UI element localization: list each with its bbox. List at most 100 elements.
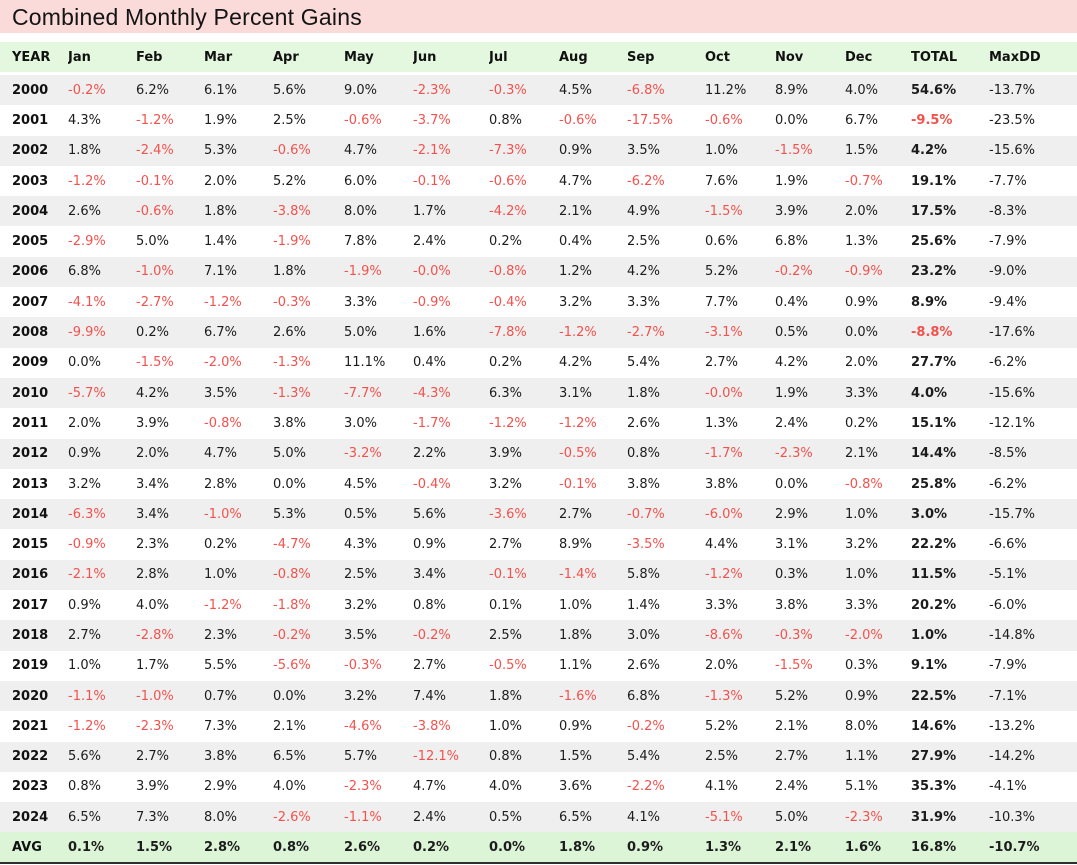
month-cell: -6.3%: [68, 499, 136, 530]
month-cell: 5.7%: [344, 741, 413, 772]
month-cell: 7.6%: [705, 165, 775, 197]
month-cell: 2.5%: [627, 226, 705, 257]
month-cell: 6.8%: [68, 256, 136, 288]
month-cell: -2.3%: [413, 73, 489, 106]
month-cell: 1.3%: [705, 832, 775, 863]
month-cell: 5.4%: [627, 347, 705, 378]
month-cell: -0.6%: [136, 196, 204, 227]
month-cell: 3.1%: [775, 529, 845, 560]
month-cell: -1.6%: [559, 680, 627, 712]
month-cell: 5.0%: [273, 438, 344, 469]
month-cell: -7.8%: [489, 317, 559, 348]
month-cell: -3.8%: [413, 711, 489, 742]
table-row: 2023 0.8% 3.9% 2.9% 4.0% -2.3% 4.7% 4.0% 3.6% -2.…: [0, 771, 1077, 803]
month-cell: -1.2%: [204, 287, 273, 318]
maxdd-cell: -7.9%: [989, 650, 1077, 681]
month-cell: 3.4%: [413, 559, 489, 591]
maxdd-cell: -7.1%: [989, 680, 1077, 712]
month-cell: 5.6%: [413, 499, 489, 530]
year-cell: 2022: [0, 741, 68, 772]
month-cell: 3.5%: [627, 135, 705, 166]
month-cell: 3.2%: [559, 287, 627, 318]
month-cell: 0.0%: [273, 468, 344, 500]
month-cell: 0.4%: [413, 347, 489, 378]
page-title-text: Combined Monthly Percent Gains: [12, 4, 362, 30]
month-cell: -4.6%: [344, 711, 413, 742]
month-cell: -0.6%: [559, 105, 627, 136]
month-cell: -7.3%: [489, 135, 559, 166]
maxdd-cell: -9.4%: [989, 287, 1077, 318]
total-cell: 4.2%: [911, 135, 989, 166]
month-cell: 6.2%: [136, 73, 204, 106]
table-body: 2000 -0.2% 6.2% 6.1% 5.6% 9.0% -2.3% -0.3% 4.5% -…: [0, 73, 1077, 863]
month-cell: 11.1%: [344, 347, 413, 378]
month-cell: 3.9%: [775, 196, 845, 227]
month-cell: 1.0%: [559, 590, 627, 621]
total-cell: 15.1%: [911, 408, 989, 439]
month-cell: 3.3%: [627, 287, 705, 318]
month-cell: 4.2%: [136, 377, 204, 409]
month-cell: 3.8%: [273, 408, 344, 439]
month-cell: -0.8%: [489, 256, 559, 288]
month-cell: 4.7%: [204, 438, 273, 469]
month-cell: 3.2%: [344, 590, 413, 621]
maxdd-cell: -15.7%: [989, 499, 1077, 530]
month-cell: 0.8%: [627, 438, 705, 469]
month-cell: 6.5%: [559, 802, 627, 833]
month-cell: -0.1%: [136, 165, 204, 197]
month-cell: 2.3%: [204, 620, 273, 651]
month-cell: 11.2%: [705, 73, 775, 106]
month-cell: 1.8%: [627, 377, 705, 409]
month-cell: 4.7%: [559, 165, 627, 197]
month-cell: 0.6%: [705, 226, 775, 257]
month-cell: -0.1%: [559, 468, 627, 500]
month-cell: 2.0%: [705, 650, 775, 681]
month-cell: -0.7%: [845, 165, 911, 197]
year-cell: 2005: [0, 226, 68, 257]
month-cell: 2.1%: [845, 438, 911, 469]
year-cell: 2021: [0, 711, 68, 742]
month-cell: 5.4%: [627, 741, 705, 772]
month-cell: -1.5%: [775, 650, 845, 681]
year-cell: 2009: [0, 347, 68, 378]
month-cell: -0.6%: [705, 105, 775, 136]
month-cell: 1.3%: [845, 226, 911, 257]
maxdd-cell: -15.6%: [989, 135, 1077, 166]
column-header: Dec: [845, 42, 911, 75]
month-cell: -0.5%: [489, 650, 559, 681]
month-cell: 8.9%: [775, 73, 845, 106]
month-cell: -6.0%: [705, 499, 775, 530]
month-cell: 1.1%: [845, 741, 911, 772]
month-cell: 4.1%: [705, 771, 775, 803]
table-row: 2013 3.2% 3.4% 2.8% 0.0% 4.5% -0.4% 3.2% -0.1% 3.…: [0, 468, 1077, 500]
table-row: 2005 -2.9% 5.0% 1.4% -1.9% 7.8% 2.4% 0.2% 0.4% 2.…: [0, 226, 1077, 257]
month-cell: -2.0%: [845, 620, 911, 651]
month-cell: 6.1%: [204, 73, 273, 106]
month-cell: 1.4%: [627, 590, 705, 621]
month-cell: 5.0%: [775, 802, 845, 833]
month-cell: 0.0%: [489, 832, 559, 863]
month-cell: -2.8%: [136, 620, 204, 651]
month-cell: 0.9%: [68, 590, 136, 621]
maxdd-cell: -14.2%: [989, 741, 1077, 772]
table-row: 2007 -4.1% -2.7% -1.2% -0.3% 3.3% -0.9% -0.4% 3.…: [0, 287, 1077, 318]
month-cell: -2.2%: [627, 771, 705, 803]
month-cell: 8.9%: [559, 529, 627, 560]
month-cell: 0.0%: [775, 105, 845, 136]
month-cell: 6.7%: [845, 105, 911, 136]
year-cell: 2000: [0, 73, 68, 106]
total-cell: 54.6%: [911, 73, 989, 106]
month-cell: -7.7%: [344, 377, 413, 409]
year-cell: 2011: [0, 408, 68, 439]
maxdd-cell: -7.9%: [989, 226, 1077, 257]
header-row: YEAR Jan Feb Mar Apr May Jun Jul Aug Sep Oct Nov Dec…: [0, 42, 1077, 75]
month-cell: 5.3%: [204, 135, 273, 166]
month-cell: -4.3%: [413, 377, 489, 409]
month-cell: 1.9%: [775, 377, 845, 409]
month-cell: 4.3%: [344, 529, 413, 560]
month-cell: -0.8%: [204, 408, 273, 439]
month-cell: 4.2%: [627, 256, 705, 288]
year-cell: 2012: [0, 438, 68, 469]
table-row: 2001 4.3% -1.2% 1.9% 2.5% -0.6% -3.7% 0.8% -0.6%…: [0, 105, 1077, 136]
month-cell: 2.0%: [845, 196, 911, 227]
